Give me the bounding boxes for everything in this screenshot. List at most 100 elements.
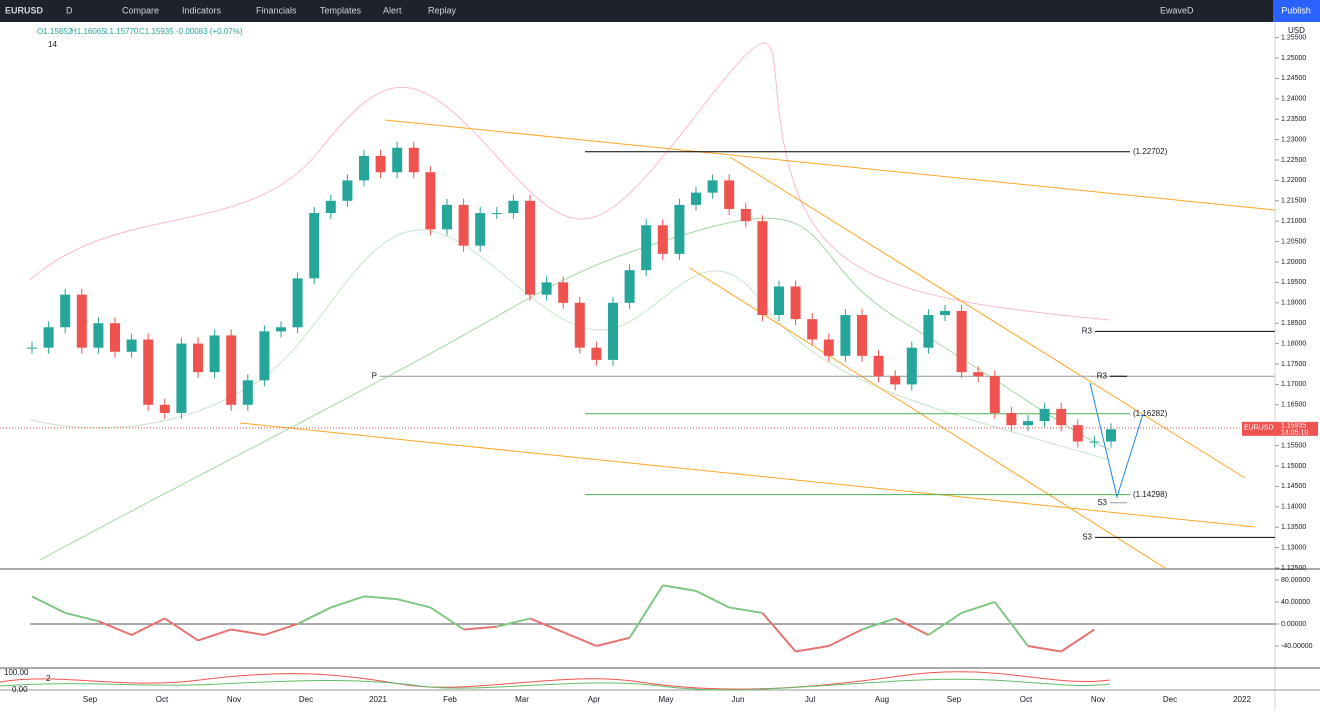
candle	[276, 327, 286, 332]
candle	[93, 323, 104, 348]
osc-segment	[64, 611, 99, 623]
candle	[209, 335, 220, 373]
x-tick-label: Jul	[805, 695, 815, 704]
last-symbol: EURUSD	[1244, 425, 1274, 432]
study-param[interactable]: 14	[48, 40, 57, 49]
osc-segment	[994, 601, 1029, 647]
osc-segment	[729, 606, 763, 614]
x-tick-label: Nov	[1091, 695, 1105, 704]
osc-segment	[31, 595, 66, 614]
alert[interactable]: Alert	[383, 5, 402, 15]
osc-segment	[695, 590, 730, 609]
x-tick-label: Dec	[299, 695, 313, 704]
x-tick-label: Oct	[156, 695, 169, 704]
pivot-label: S3	[1082, 533, 1092, 542]
candle	[823, 339, 834, 356]
candle	[176, 343, 187, 413]
candle	[1089, 441, 1100, 443]
osc-segment	[131, 617, 166, 636]
compare[interactable]: Compare	[122, 5, 159, 15]
trend-line	[689, 267, 1166, 569]
candle	[757, 221, 768, 316]
toolbar-bg	[0, 0, 1320, 22]
candle	[359, 155, 369, 181]
y-tick-label: 1.17500	[1281, 361, 1306, 368]
y-tick-label: 1.22500	[1281, 157, 1306, 164]
y-tick-label: 1.15500	[1281, 442, 1306, 449]
candle	[508, 200, 519, 214]
candle	[674, 204, 685, 254]
osc-segment	[596, 636, 630, 647]
x-tick-label: Sep	[947, 695, 962, 704]
stoch-param[interactable]: 2	[46, 674, 51, 683]
candle	[143, 339, 154, 405]
y-tick-label: 1.19500	[1281, 279, 1306, 286]
candle	[110, 323, 120, 352]
candle	[126, 339, 137, 352]
stoch-line	[0, 678, 1111, 691]
osc-segment	[463, 625, 497, 631]
candle	[242, 380, 253, 405]
symbol[interactable]: EURUSD	[5, 5, 44, 15]
osc-segment	[396, 598, 431, 609]
osc-segment	[795, 644, 829, 653]
currency[interactable]: USD	[1288, 26, 1305, 35]
trend-line	[239, 422, 1256, 528]
publish-label[interactable]: Publish	[1281, 5, 1311, 15]
stoch-low: 0.00	[12, 685, 28, 694]
candle	[193, 343, 203, 373]
osc-segment	[761, 612, 797, 653]
x-tick-label: Jun	[732, 695, 745, 704]
indicators[interactable]: Indicators	[182, 5, 222, 15]
y-tick-label: 1.21500	[1281, 198, 1306, 205]
candle	[442, 204, 452, 230]
candle	[890, 376, 901, 385]
y-tick-label: 1.13500	[1281, 524, 1306, 531]
moving-average	[39, 217, 1111, 561]
candle	[259, 331, 270, 381]
bollinger-upper	[29, 42, 1111, 321]
y-tick-label: 1.22000	[1281, 177, 1306, 184]
osc-segment	[330, 595, 365, 609]
candle	[989, 376, 1000, 413]
drawings	[0, 42, 1276, 691]
y-tick-label: 1.20000	[1281, 259, 1306, 266]
osc-segment	[628, 584, 664, 639]
y-tick-label: 1.18500	[1281, 320, 1306, 327]
candle	[774, 286, 784, 316]
candle	[27, 347, 37, 349]
y-tick-label: 1.25500	[1281, 34, 1306, 41]
y-tick-label: 1.12500	[1281, 565, 1306, 572]
publish-button[interactable]	[1273, 0, 1320, 22]
candle	[309, 213, 320, 279]
x-tick-label: Aug	[875, 695, 889, 704]
financials[interactable]: Financials	[256, 5, 297, 15]
candle	[76, 294, 87, 348]
candle	[558, 282, 569, 303]
candle	[392, 147, 403, 173]
y-tick-label: 1.19000	[1281, 300, 1306, 307]
candle	[1023, 421, 1033, 426]
x-tick-label: Dec	[1163, 695, 1177, 704]
y-tick-label: 1.21000	[1281, 218, 1306, 225]
candle	[790, 286, 801, 320]
candle	[873, 355, 884, 377]
osc-segment	[562, 631, 597, 647]
candle	[624, 270, 635, 303]
candle	[641, 225, 652, 271]
candle	[807, 319, 818, 340]
y-tick-label: 1.15000	[1281, 463, 1306, 470]
interval[interactable]: D	[66, 5, 73, 15]
candle	[1039, 408, 1050, 422]
bollinger-lower	[29, 229, 1111, 461]
replay[interactable]: Replay	[428, 5, 457, 15]
candle	[475, 213, 486, 246]
user[interactable]: EwaveD	[1160, 5, 1194, 15]
templates[interactable]: Templates	[320, 5, 362, 15]
osc-segment	[197, 628, 232, 642]
osc-segment	[662, 584, 697, 592]
candle	[574, 302, 585, 348]
candle	[857, 315, 867, 356]
candle	[43, 327, 54, 348]
